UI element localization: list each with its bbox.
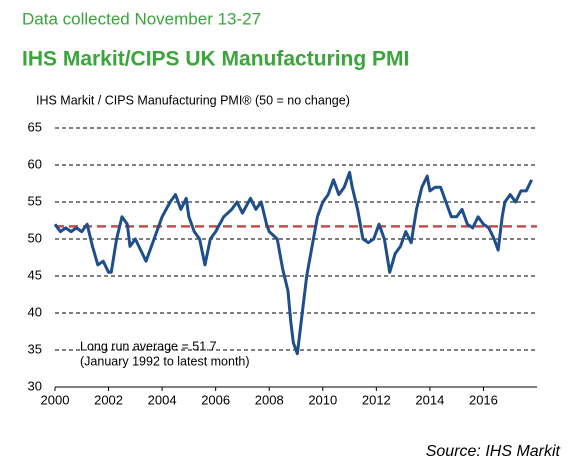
x-tick-label: 2004 [148,392,177,407]
y-tick-label: 40 [28,304,42,319]
y-tick-label: 60 [28,156,42,171]
subtitle: Data collected November 13-27 [22,9,261,28]
y-tick-label: 30 [28,378,42,393]
chart-title: IHS Markit/CIPS UK Manufacturing PMI [22,48,409,71]
line [53,170,533,356]
source: Source: IHS Markit [426,443,561,460]
x-tick-label: 2002 [94,392,123,407]
x-tick-label: 2016 [469,392,498,407]
x-tick-label: 2010 [308,392,337,407]
y-tick-label: 45 [28,267,42,282]
y-axis-label: IHS Markit / CIPS Manufacturing PMI® (50… [36,93,350,107]
y-tick-label: 50 [28,230,42,245]
y-tick-label: 65 [28,119,42,134]
x-tick-label: 2012 [362,392,391,407]
annotation: Long run average = 51.7 [80,339,217,353]
x-tick-label: 2000 [41,392,70,407]
x-tick-label: 2008 [255,392,284,407]
x-tick-label: 2006 [201,392,230,407]
y-tick-label: 35 [28,341,42,356]
y-tick-label: 55 [28,193,42,208]
annotation: (January 1992 to latest month) [80,354,250,368]
x-tick-label: 2014 [415,392,444,407]
